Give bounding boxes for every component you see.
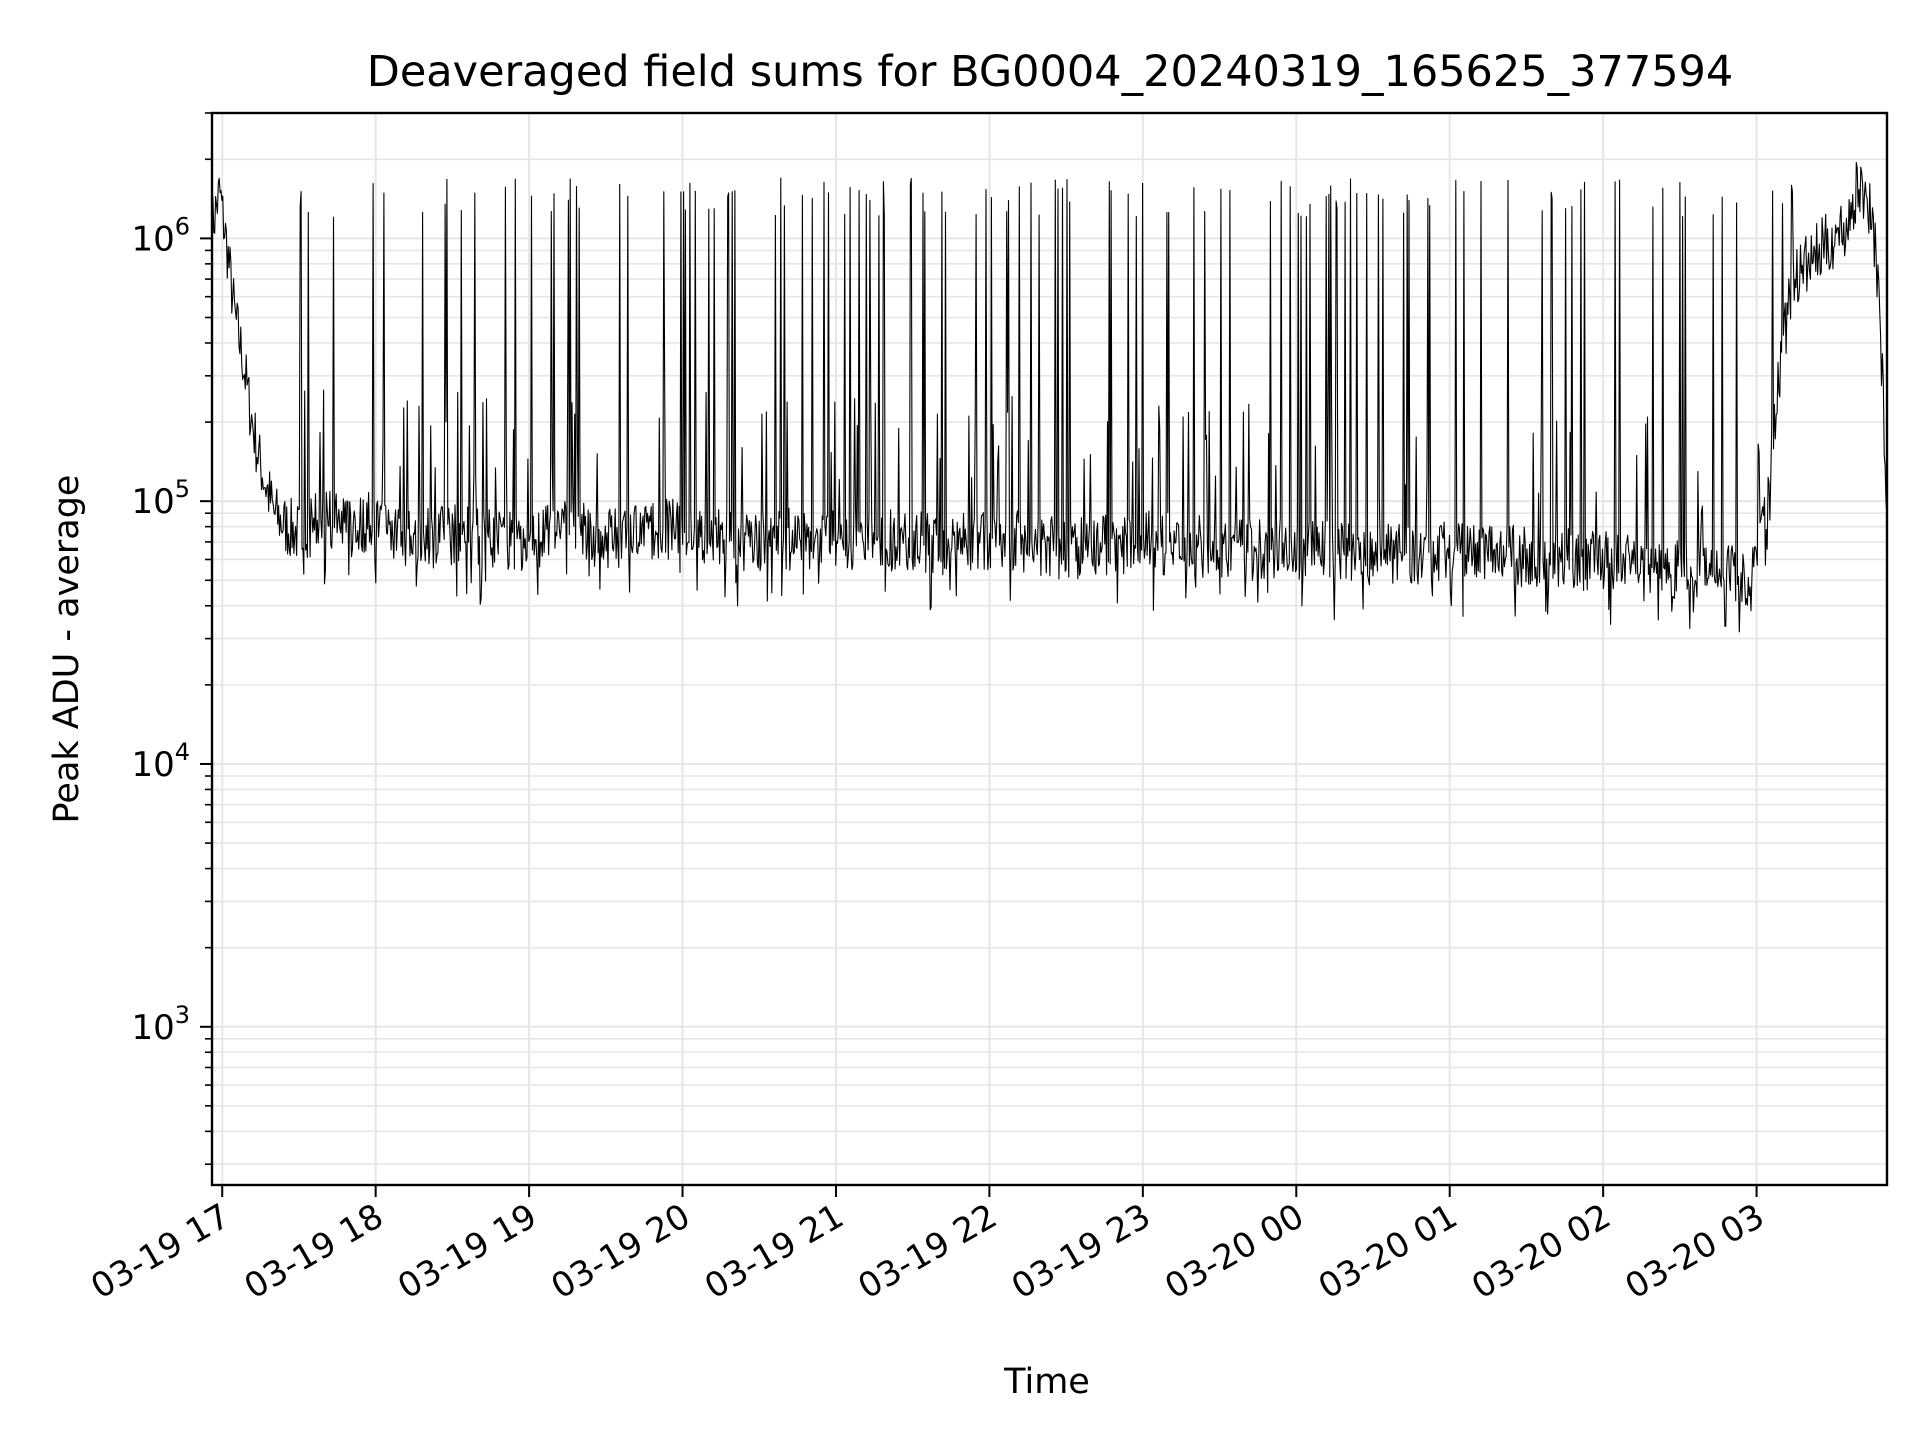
y-tick-label: 106 [131,212,190,259]
y-tick-label: 105 [131,475,190,522]
x-axis-label: Time [1003,1362,1090,1402]
y-axis-label: Peak ADU - average [47,475,87,824]
plot-frame [210,111,1889,1187]
series-line [212,161,1887,633]
y-tick-label: 103 [131,1001,190,1048]
y-tick-label: 104 [131,738,190,785]
plot-area [212,161,1887,633]
chart-title: Deaveraged field sums for BG0004_2024031… [367,47,1734,97]
